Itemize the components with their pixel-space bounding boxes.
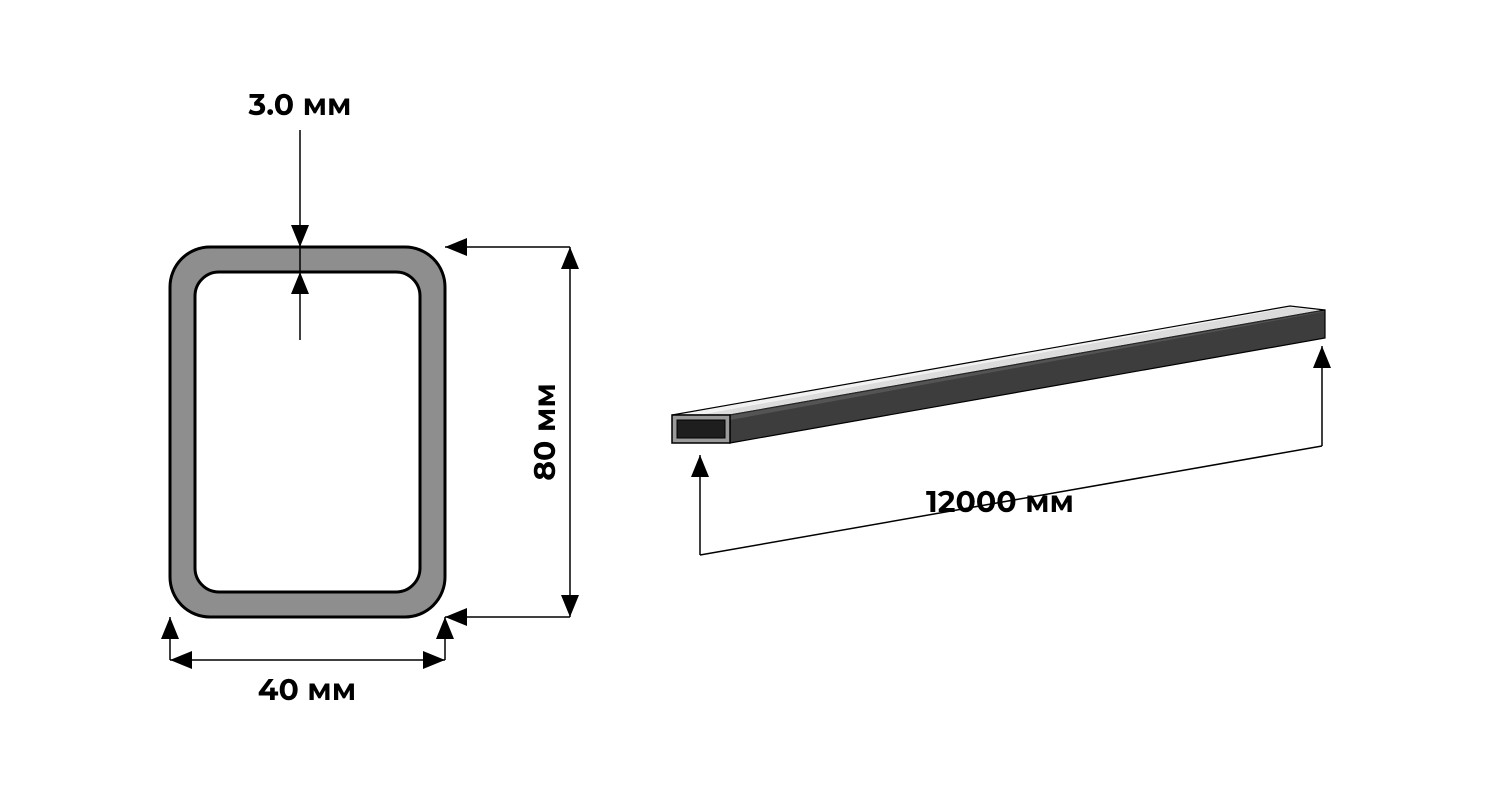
thickness-label: 3.0 мм — [248, 86, 352, 123]
length-label: 12000 мм — [926, 483, 1074, 520]
width-label: 40 мм — [258, 671, 356, 708]
height-label: 80 мм — [526, 383, 563, 481]
